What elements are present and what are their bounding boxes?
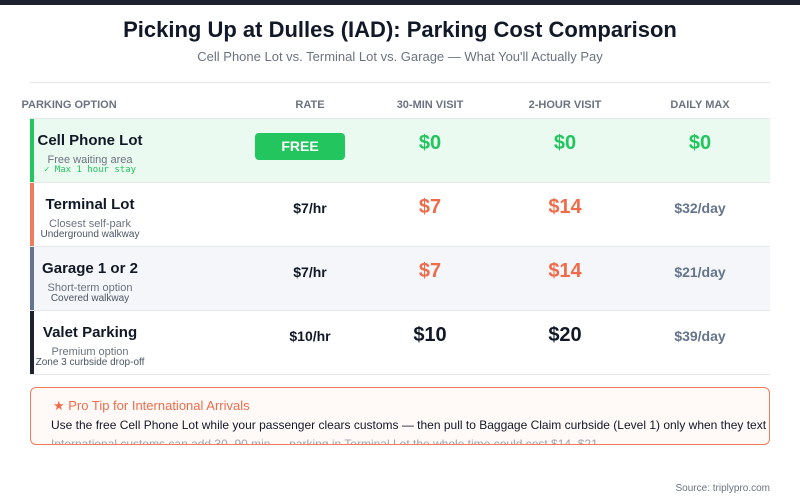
daily-max: $32/day	[674, 200, 726, 216]
tip-box: ★ Pro Tip for International Arrivals Use…	[30, 387, 770, 445]
row-accent	[30, 311, 34, 374]
option-detail: Zone 3 curbside drop-off	[35, 357, 145, 368]
table-row	[30, 247, 770, 310]
row-accent	[30, 247, 34, 310]
table-row	[30, 311, 770, 374]
option-name: Cell Phone Lot	[37, 132, 143, 149]
title: Picking Up at Dulles (IAD): Parking Cost…	[123, 17, 677, 42]
column-header: 2-HOUR VISIT	[528, 99, 602, 111]
row-accent	[30, 119, 34, 182]
visit-2h: $0	[553, 132, 577, 154]
option-detail: Underground walkway	[40, 229, 140, 240]
table-row	[30, 183, 770, 246]
table-row	[30, 119, 770, 182]
column-header: PARKING OPTION	[21, 99, 117, 111]
column-header: DAILY MAX	[670, 99, 730, 111]
daily-max: $0	[688, 132, 712, 154]
tip-text: International customs can add 30–90 min …	[51, 437, 602, 445]
top-bar	[0, 0, 800, 5]
visit-2h: $14	[548, 196, 582, 218]
daily-max: $21/day	[674, 264, 726, 280]
option-note: Short-term option	[47, 282, 133, 294]
row-accent	[30, 183, 34, 246]
option-note: Premium option	[51, 346, 129, 358]
rate-badge: FREE	[255, 133, 345, 160]
option-detail: Covered walkway	[50, 293, 130, 304]
option-name: Valet Parking	[42, 324, 138, 341]
option-name: Terminal Lot	[45, 196, 135, 213]
rate: $7/hr	[293, 200, 327, 216]
source: Source: triplypro.com	[675, 483, 770, 494]
column-header: 30-MIN VISIT	[396, 99, 464, 111]
divider	[30, 82, 770, 83]
row-divider	[30, 246, 770, 247]
rate: $7/hr	[293, 264, 327, 280]
visit-2h: $20	[548, 324, 582, 346]
option-name: Garage 1 or 2	[42, 260, 138, 277]
row-divider	[30, 374, 770, 375]
divider	[30, 118, 770, 119]
visit-30: $0	[418, 132, 442, 154]
rate: $10/hr	[289, 328, 331, 344]
daily-max: $39/day	[674, 328, 726, 344]
option-note: Closest self-park	[49, 218, 131, 230]
tip-title: ★ Pro Tip for International Arrivals	[53, 398, 250, 413]
option-note: Free waiting area	[47, 154, 133, 166]
tip-text: Use the free Cell Phone Lot while your p…	[51, 418, 769, 432]
visit-2h: $14	[548, 260, 582, 282]
row-divider	[30, 182, 770, 183]
subtitle: Cell Phone Lot vs. Terminal Lot vs. Gara…	[197, 49, 603, 64]
visit-30: $7	[418, 196, 442, 218]
option-detail: ✓ Max 1 hour stay	[43, 165, 137, 175]
visit-30: $7	[418, 260, 442, 282]
visit-30: $10	[413, 324, 447, 346]
row-divider	[30, 310, 770, 311]
column-header: RATE	[295, 99, 325, 111]
